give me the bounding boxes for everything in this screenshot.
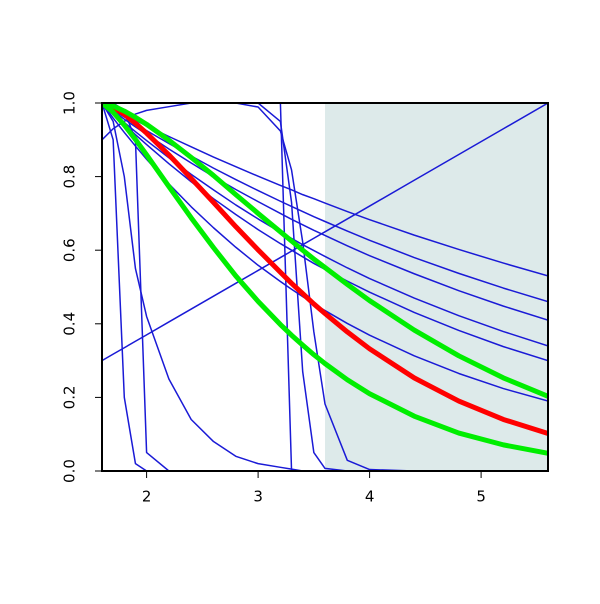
- x-tick-label: 5: [476, 488, 486, 506]
- data-line: [102, 103, 548, 471]
- y-tick-label: 0.6: [61, 238, 79, 262]
- data-line: [102, 103, 548, 456]
- y-tick-label: 0.8: [61, 165, 79, 189]
- y-tick-label: 0.4: [61, 312, 79, 336]
- data-line: [102, 103, 548, 362]
- x-tick-label: 4: [365, 488, 375, 506]
- data-line: [102, 103, 548, 402]
- plot-frame: [101, 102, 549, 472]
- data-line: [102, 103, 548, 471]
- data-line: [102, 103, 548, 471]
- data-line: [102, 103, 548, 436]
- y-tick-label: 1.0: [61, 91, 79, 115]
- x-tick-label: 3: [253, 488, 263, 506]
- plot-area: [102, 103, 548, 471]
- data-line: [102, 103, 548, 399]
- x-tick-label: 2: [142, 488, 152, 506]
- y-tick-label: 0.2: [61, 385, 79, 409]
- shaded-region: [325, 103, 548, 471]
- data-line: [102, 103, 548, 471]
- data-line: [102, 103, 548, 362]
- y-tick-label: 0.0: [61, 459, 79, 483]
